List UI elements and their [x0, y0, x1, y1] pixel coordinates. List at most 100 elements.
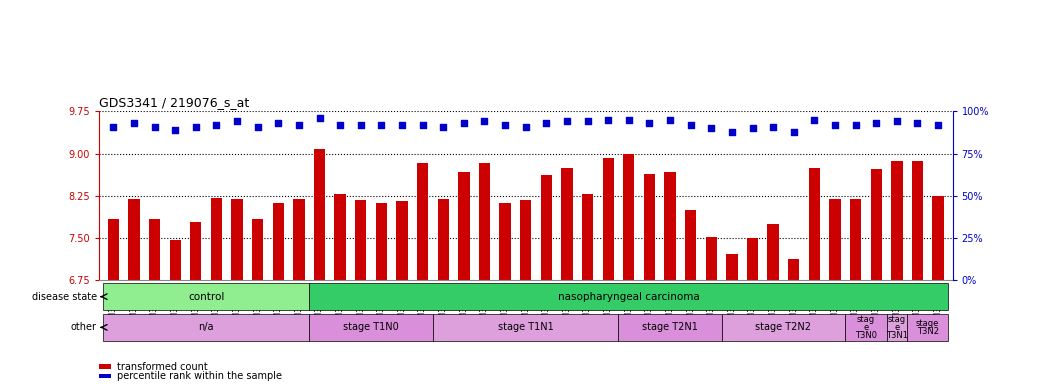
- Bar: [309, 283, 948, 310]
- Bar: [849, 199, 861, 280]
- Bar: [582, 194, 593, 280]
- Bar: [458, 172, 469, 280]
- Point: [497, 122, 513, 128]
- Text: other: other: [71, 322, 97, 333]
- Point: [393, 122, 410, 128]
- Point: [744, 125, 761, 131]
- Point: [765, 124, 782, 130]
- Text: stage T2N1: stage T2N1: [642, 322, 697, 333]
- Point: [889, 118, 906, 124]
- Text: nasopharyngeal carcinoma: nasopharyngeal carcinoma: [558, 291, 700, 302]
- Bar: [355, 200, 366, 280]
- Point: [538, 120, 555, 126]
- Text: transformed count: transformed count: [117, 362, 207, 372]
- Text: stag
e
T3N1: stag e T3N1: [886, 314, 908, 340]
- Bar: [706, 237, 717, 280]
- Bar: [520, 200, 531, 280]
- Point: [868, 120, 885, 126]
- Point: [785, 129, 802, 135]
- Bar: [210, 197, 222, 280]
- Bar: [540, 175, 552, 280]
- Bar: [561, 168, 573, 280]
- Bar: [664, 172, 676, 280]
- Point: [703, 125, 719, 131]
- Bar: [767, 224, 779, 280]
- Point: [723, 129, 740, 135]
- Point: [806, 117, 822, 123]
- Text: stage T2N2: stage T2N2: [756, 322, 811, 333]
- Bar: [103, 313, 309, 341]
- Bar: [907, 313, 948, 341]
- Bar: [500, 203, 511, 280]
- Point: [682, 122, 699, 128]
- Bar: [721, 313, 845, 341]
- Text: stage T1N1: stage T1N1: [498, 322, 554, 333]
- Point: [559, 118, 576, 124]
- Bar: [252, 219, 263, 280]
- Bar: [334, 194, 346, 280]
- Point: [353, 122, 370, 128]
- Point: [270, 120, 286, 126]
- Point: [662, 117, 679, 123]
- Text: stage
T3N2: stage T3N2: [916, 319, 939, 336]
- Text: n/a: n/a: [199, 322, 213, 333]
- Text: stage T1N0: stage T1N0: [344, 322, 399, 333]
- Point: [517, 124, 534, 130]
- Point: [435, 124, 452, 130]
- Bar: [685, 210, 696, 280]
- Bar: [376, 203, 387, 280]
- Point: [126, 120, 143, 126]
- Bar: [170, 240, 181, 280]
- Point: [641, 120, 658, 126]
- Text: control: control: [188, 291, 224, 302]
- Bar: [830, 199, 841, 280]
- Bar: [313, 149, 325, 280]
- Point: [827, 122, 843, 128]
- Point: [909, 120, 925, 126]
- Bar: [933, 196, 944, 280]
- Point: [311, 115, 328, 121]
- Bar: [788, 259, 799, 280]
- Bar: [294, 199, 305, 280]
- Bar: [479, 163, 490, 280]
- Bar: [603, 157, 614, 280]
- Bar: [746, 238, 758, 280]
- Bar: [149, 220, 160, 280]
- Point: [847, 122, 864, 128]
- Text: disease state: disease state: [31, 291, 97, 302]
- Point: [167, 127, 183, 133]
- Text: stag
e
T3N0: stag e T3N0: [855, 314, 877, 340]
- Point: [332, 122, 349, 128]
- Bar: [273, 203, 284, 280]
- Point: [373, 122, 389, 128]
- Bar: [397, 201, 408, 280]
- Point: [600, 117, 616, 123]
- Bar: [107, 220, 119, 280]
- Bar: [912, 162, 923, 280]
- Point: [456, 120, 473, 126]
- Point: [414, 122, 431, 128]
- Bar: [870, 169, 882, 280]
- Bar: [887, 313, 907, 341]
- Point: [229, 118, 246, 124]
- Text: GDS3341 / 219076_s_at: GDS3341 / 219076_s_at: [99, 96, 249, 109]
- Point: [187, 124, 204, 130]
- Bar: [845, 313, 887, 341]
- Bar: [891, 162, 903, 280]
- Point: [476, 118, 492, 124]
- Point: [208, 122, 225, 128]
- Bar: [231, 199, 243, 280]
- Bar: [624, 154, 634, 280]
- Bar: [437, 199, 449, 280]
- Bar: [727, 254, 738, 280]
- Point: [579, 118, 595, 124]
- Bar: [433, 313, 618, 341]
- Point: [290, 122, 307, 128]
- Point: [930, 122, 946, 128]
- Point: [620, 117, 637, 123]
- Bar: [618, 313, 721, 341]
- Point: [146, 124, 162, 130]
- Bar: [809, 168, 820, 280]
- Bar: [128, 199, 139, 280]
- Bar: [417, 163, 428, 280]
